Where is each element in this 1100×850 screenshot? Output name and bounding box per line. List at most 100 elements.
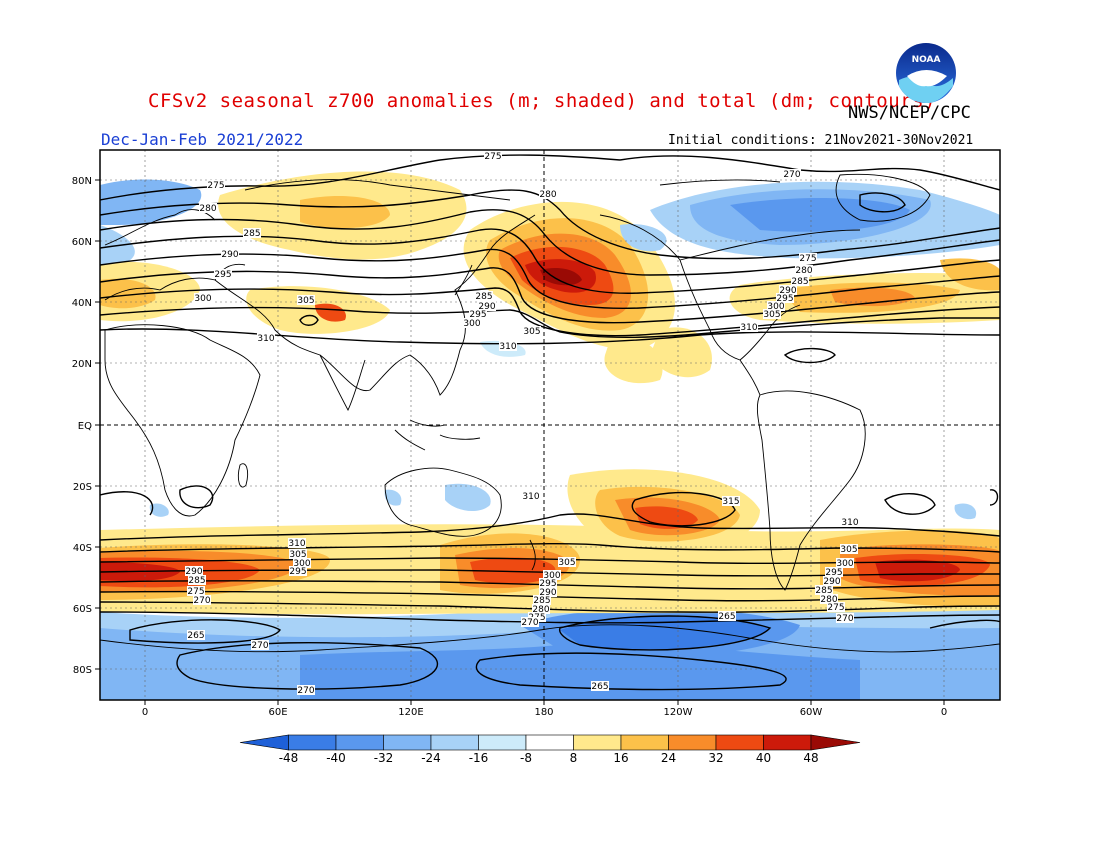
contour-label: 295: [469, 309, 487, 320]
lat-axis: 80N 60N 40N 20N EQ 20S 40S 60S 80S: [72, 176, 100, 676]
colorbar-label: -8: [520, 751, 532, 765]
svg-text:280: 280: [539, 190, 556, 200]
contour-label: 300: [543, 570, 561, 581]
svg-text:285: 285: [475, 292, 492, 302]
contour-label: 270: [836, 613, 854, 624]
contour-label: 275: [484, 151, 502, 162]
lon-label: 60W: [800, 707, 823, 718]
lat-label: 60N: [72, 237, 92, 248]
contour-label: 270: [193, 595, 211, 606]
contour-label: 290: [823, 576, 841, 587]
svg-text:270: 270: [193, 596, 210, 606]
svg-text:275: 275: [187, 587, 204, 597]
colorbar: -48 -40 -32 -24 -16 -8 8 16 24 32 40 48: [239, 734, 861, 765]
contour-label: 270: [297, 685, 315, 696]
contour-label: 290: [478, 301, 496, 312]
contour-label: 310: [288, 538, 306, 549]
contour-label: 295: [289, 566, 307, 577]
lat-label: 80S: [73, 665, 92, 676]
contour-label: 270: [521, 617, 539, 628]
svg-text:300: 300: [836, 559, 853, 569]
svg-text:295: 295: [214, 270, 231, 280]
contour-label: 280: [820, 594, 838, 605]
contour-label: 310: [522, 491, 540, 502]
svg-text:300: 300: [543, 571, 560, 581]
contour-label: 285: [243, 228, 261, 239]
svg-text:305: 305: [297, 296, 314, 306]
svg-text:315: 315: [722, 497, 739, 507]
contour-label: 305: [523, 326, 541, 337]
lat-label: 20S: [73, 482, 92, 493]
lon-axis: 0 60E 120E 180 120W 60W 0: [142, 700, 947, 718]
contour-label: 310: [740, 322, 758, 333]
svg-text:290: 290: [221, 250, 238, 260]
lat-label: 80N: [72, 176, 92, 187]
svg-text:285: 285: [188, 576, 205, 586]
colorbar-swatch: [668, 734, 717, 751]
svg-text:310: 310: [522, 492, 539, 502]
colorbar-swatch: [383, 734, 432, 751]
contour-label: 280: [795, 265, 813, 276]
colorbar-label: 16: [613, 751, 628, 765]
contour-label: 270: [251, 640, 269, 651]
svg-text:295: 295: [289, 567, 306, 577]
svg-text:305: 305: [840, 545, 857, 555]
contour-label: 310: [257, 333, 275, 344]
svg-text:275: 275: [484, 152, 501, 162]
colorbar-swatch: [525, 734, 574, 751]
svg-text:270: 270: [836, 614, 853, 624]
colorbar-swatch: [430, 734, 479, 751]
coastlines: [100, 173, 1000, 653]
svg-text:280: 280: [199, 204, 216, 214]
contour-label: 275: [207, 180, 225, 191]
contour-label: 305: [763, 309, 781, 320]
colorbar-label: 32: [708, 751, 723, 765]
lon-label: 120E: [398, 707, 423, 718]
lat-label: 20N: [72, 359, 92, 370]
contour-label: 285: [475, 291, 493, 302]
contour-label: 305: [840, 544, 858, 555]
contour-label: 290: [779, 285, 797, 296]
colorbar-label: -32: [374, 751, 394, 765]
svg-text:300: 300: [767, 302, 784, 312]
svg-text:290: 290: [185, 567, 202, 577]
contour-label: 265: [187, 630, 205, 641]
svg-text:295: 295: [825, 568, 842, 578]
contour-label: 290: [539, 587, 557, 598]
svg-text:280: 280: [532, 605, 549, 615]
svg-text:270: 270: [251, 641, 268, 651]
contour-label: 295: [214, 269, 232, 280]
contour-label: 265: [718, 611, 736, 622]
colorbar-label: 24: [661, 751, 676, 765]
contour-label: 295: [825, 567, 843, 578]
svg-text:305: 305: [523, 327, 540, 337]
colorbar-swatch: [715, 734, 764, 751]
contour-label: 270: [783, 169, 801, 180]
svg-text:270: 270: [783, 170, 800, 180]
colorbar-label: -48: [279, 751, 299, 765]
svg-text:310: 310: [740, 323, 757, 333]
contour-label: 295: [776, 293, 794, 304]
colorbar-swatch: [288, 734, 337, 751]
colorbar-swatch: [763, 734, 812, 751]
lat-label: 40S: [73, 543, 92, 554]
contour-label: 305: [289, 549, 307, 560]
contour-label: 310: [841, 517, 859, 528]
contour-label: 285: [791, 276, 809, 287]
agency-label: NWS/NCEP/CPC: [848, 103, 971, 123]
svg-text:295: 295: [469, 310, 486, 320]
svg-text:290: 290: [823, 577, 840, 587]
svg-text:265: 265: [718, 612, 735, 622]
contour-label: 280: [539, 189, 557, 200]
lat-label: 60S: [73, 604, 92, 615]
contour-label: 300: [463, 318, 481, 329]
svg-text:275: 275: [207, 181, 224, 191]
svg-text:280: 280: [795, 266, 812, 276]
svg-text:300: 300: [293, 559, 310, 569]
svg-text:285: 285: [533, 596, 550, 606]
colorbar-swatch: [620, 734, 669, 751]
contour-label: 295: [539, 578, 557, 589]
colorbar-right-arrow: [810, 734, 861, 751]
